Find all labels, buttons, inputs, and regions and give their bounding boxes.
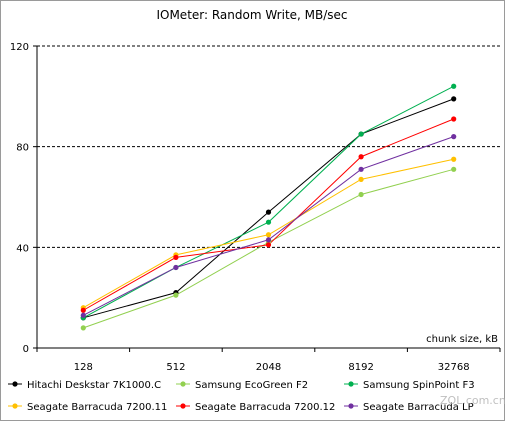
data-point bbox=[80, 312, 86, 318]
series-lines bbox=[83, 85, 454, 329]
legend-swatch-marker bbox=[180, 381, 186, 387]
data-point bbox=[451, 166, 457, 172]
data-point bbox=[451, 83, 457, 89]
data-point bbox=[358, 191, 364, 198]
legend: Hitachi Deskstar 7K1000.C Samsung EcoGree… bbox=[8, 380, 475, 413]
legend-item: Seagate Barracuda 7200.12 bbox=[176, 402, 335, 413]
y-tick-label: 80 bbox=[16, 143, 29, 154]
series-line bbox=[83, 168, 454, 329]
x-tick-label: 32768 bbox=[438, 362, 470, 373]
legend-item: Hitachi Deskstar 7K1000.C bbox=[8, 380, 161, 391]
y-tick-labels: 0 40 80 120 bbox=[10, 42, 29, 355]
data-point bbox=[358, 176, 364, 182]
data-point bbox=[358, 154, 364, 160]
legend-swatch-marker bbox=[180, 403, 186, 409]
legend-swatch-marker bbox=[12, 381, 18, 387]
y-tick-label: 120 bbox=[10, 42, 29, 53]
data-point bbox=[451, 134, 457, 140]
data-point bbox=[173, 254, 179, 260]
x-tick-label: 512 bbox=[166, 362, 185, 373]
data-point bbox=[265, 237, 272, 243]
series-points bbox=[80, 83, 457, 331]
data-point bbox=[358, 131, 364, 137]
legend-label: Seagate Barracuda 7200.11 bbox=[27, 402, 167, 413]
data-point bbox=[265, 232, 272, 238]
x-tick-label: 2048 bbox=[256, 362, 281, 373]
data-point bbox=[265, 219, 272, 225]
watermark-logo: ZOL.com.cn bbox=[440, 394, 505, 407]
data-point bbox=[451, 156, 457, 162]
data-point bbox=[80, 307, 86, 313]
data-point bbox=[173, 292, 179, 298]
series-line bbox=[83, 98, 454, 319]
legend-label: Samsung EcoGreen F2 bbox=[195, 380, 308, 391]
legend-label: Hitachi Deskstar 7K1000.C bbox=[27, 380, 161, 391]
legend-swatch-marker bbox=[348, 381, 354, 387]
chart-title: IOMeter: Random Write, MB/sec bbox=[156, 8, 347, 22]
data-point bbox=[173, 264, 179, 271]
data-point bbox=[265, 242, 272, 248]
legend-item: Samsung EcoGreen F2 bbox=[176, 380, 308, 391]
y-tick-label: 0 bbox=[23, 344, 29, 355]
data-point bbox=[358, 166, 364, 172]
x-axis-label: chunk size, kB bbox=[426, 334, 498, 345]
legend-swatch-marker bbox=[12, 403, 18, 409]
legend-item: Seagate Barracuda 7200.11 bbox=[8, 402, 167, 413]
axes bbox=[33, 45, 501, 352]
grid bbox=[37, 45, 500, 248]
legend-label: Samsung SpinPoint F3 bbox=[363, 380, 475, 391]
legend-item: Samsung SpinPoint F3 bbox=[344, 380, 475, 391]
data-point bbox=[80, 325, 86, 331]
data-point bbox=[265, 209, 272, 215]
data-point bbox=[451, 116, 457, 122]
legend-swatch-marker bbox=[348, 403, 354, 409]
series-line bbox=[83, 85, 454, 319]
legend-item: Seagate Barracuda LP bbox=[344, 402, 474, 413]
x-tick-labels: 128 512 2048 8192 32768 bbox=[74, 362, 470, 373]
x-tick-label: 128 bbox=[74, 362, 93, 373]
legend-label: Seagate Barracuda LP bbox=[363, 402, 474, 413]
series-line bbox=[83, 136, 454, 316]
y-tick-label: 40 bbox=[16, 243, 29, 254]
data-point bbox=[451, 96, 457, 102]
x-tick-label: 8192 bbox=[348, 362, 373, 373]
legend-label: Seagate Barracuda 7200.12 bbox=[195, 402, 335, 413]
